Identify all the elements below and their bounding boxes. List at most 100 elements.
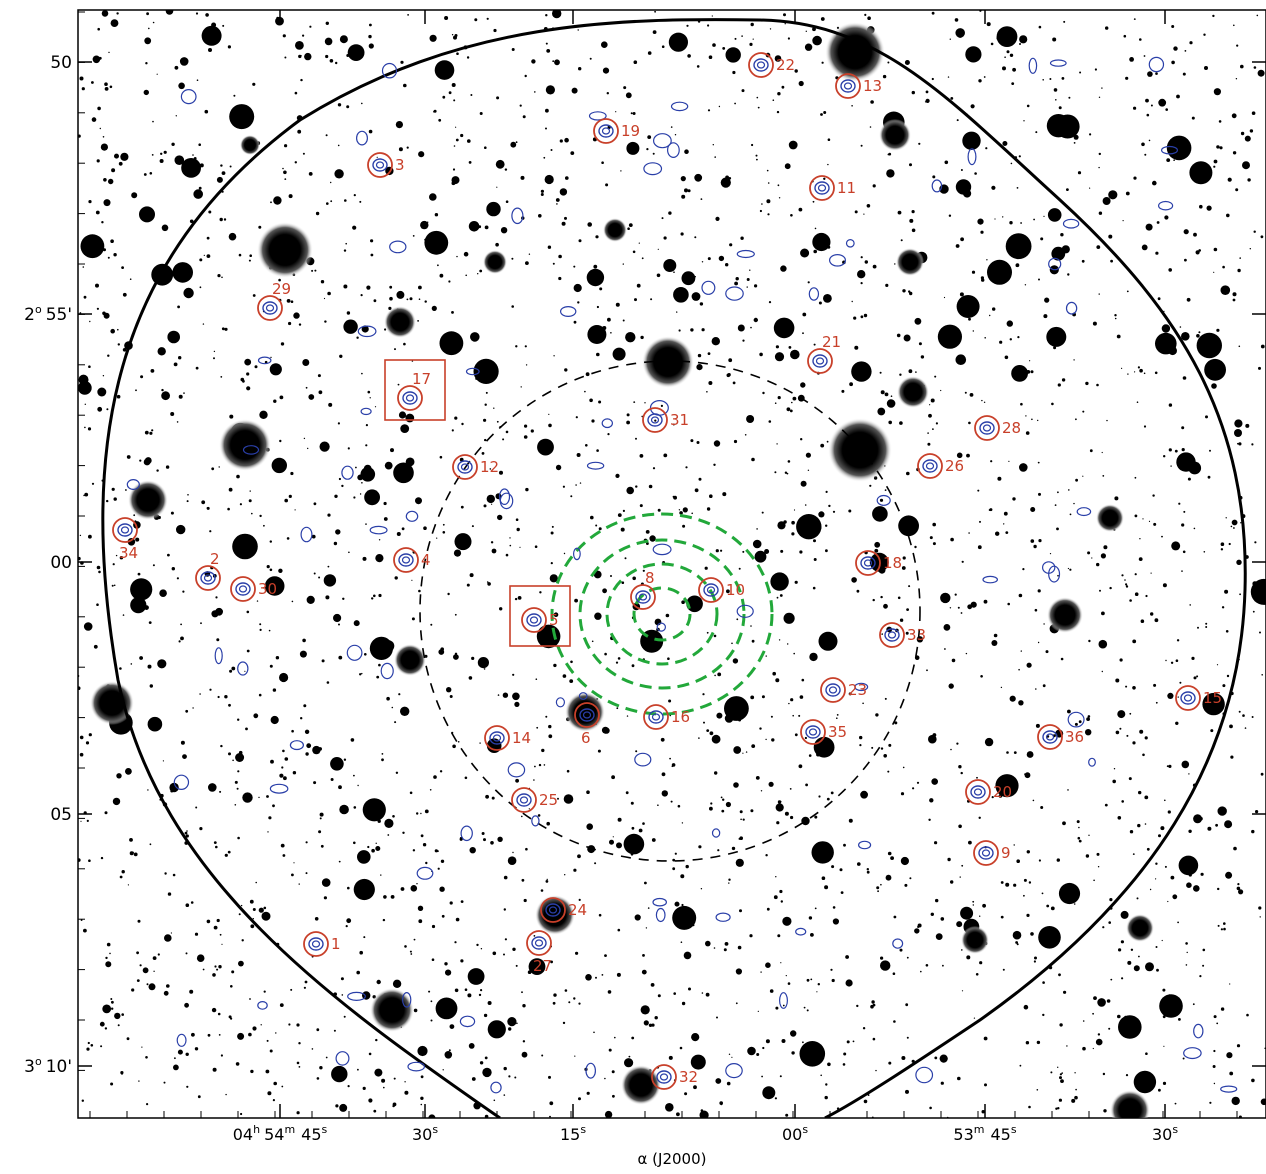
source-4[interactable]: 4 [393, 547, 431, 573]
star [112, 563, 115, 566]
source-label: 35 [828, 723, 847, 741]
star [256, 600, 259, 602]
star [339, 804, 349, 815]
star [620, 527, 625, 532]
source-17[interactable]: 17 [397, 370, 431, 411]
source-contour [398, 553, 414, 567]
star [199, 286, 202, 289]
source-14[interactable]: 14 [484, 725, 531, 751]
star [562, 674, 567, 678]
star [813, 558, 817, 561]
source-27[interactable]: 27 [526, 930, 552, 975]
medium-star [880, 960, 891, 971]
source-32[interactable]: 32 [651, 1064, 698, 1090]
source-11[interactable]: 11 [809, 175, 856, 201]
star [1154, 618, 1159, 623]
source-18[interactable]: 18 [855, 550, 902, 576]
source-21[interactable]: 21 [807, 333, 841, 374]
star [208, 210, 212, 214]
source-26[interactable]: 26 [917, 453, 964, 479]
star [467, 993, 472, 998]
star [628, 1055, 631, 1058]
star [715, 216, 720, 221]
source-9[interactable]: 9 [973, 840, 1011, 866]
star [284, 757, 289, 761]
star [139, 964, 142, 967]
star [433, 110, 435, 113]
source-34[interactable]: 34 [112, 517, 138, 562]
source-6[interactable]: 6 [574, 702, 600, 747]
star [698, 477, 702, 481]
source-24[interactable]: 24 [540, 897, 587, 923]
star [376, 979, 381, 985]
star [250, 924, 255, 929]
star [126, 1037, 130, 1041]
star [339, 1103, 348, 1112]
medium-star [242, 792, 253, 803]
source-10[interactable]: 10 [698, 577, 745, 603]
star [1258, 366, 1261, 370]
star [396, 290, 405, 299]
source-1[interactable]: 1 [303, 931, 341, 957]
source-20[interactable]: 20 [965, 779, 1012, 805]
source-23[interactable]: 23 [820, 677, 867, 703]
source-19[interactable]: 19 [593, 118, 640, 144]
source-2[interactable]: 2 [195, 550, 221, 591]
source-22[interactable]: 22 [748, 52, 795, 78]
star [95, 210, 100, 215]
source-contour-inner [401, 556, 411, 564]
star [709, 806, 713, 811]
medium-star [487, 1020, 506, 1039]
star [798, 714, 801, 717]
radio-contour [465, 367, 480, 376]
star [183, 392, 185, 394]
star [768, 420, 772, 423]
source-30[interactable]: 30 [230, 576, 277, 602]
star [564, 137, 569, 143]
source-3[interactable]: 3 [367, 152, 405, 178]
star [1050, 906, 1055, 911]
medium-star [1155, 332, 1177, 355]
star [413, 938, 416, 941]
star [586, 790, 590, 794]
star [981, 1110, 985, 1114]
source-circle [855, 550, 881, 576]
star [258, 693, 262, 697]
source-28[interactable]: 28 [974, 415, 1021, 441]
radio-contour [795, 927, 807, 936]
star [1225, 630, 1229, 633]
source-33[interactable]: 33 [879, 622, 926, 648]
star [1020, 650, 1022, 652]
source-29[interactable]: 29 [257, 280, 291, 321]
star [161, 224, 169, 232]
source-contour [516, 793, 532, 807]
star [1100, 553, 1106, 559]
source-8[interactable]: 8 [630, 569, 656, 610]
star [708, 381, 713, 385]
source-5[interactable]: 5 [521, 607, 559, 633]
star [691, 1033, 700, 1042]
medium-star [960, 906, 974, 920]
star [265, 1069, 270, 1074]
star [601, 161, 604, 164]
bright-star [897, 376, 929, 408]
source-35[interactable]: 35 [800, 719, 847, 745]
star [979, 520, 981, 523]
star [545, 880, 549, 883]
star [810, 978, 813, 981]
source-36[interactable]: 36 [1037, 724, 1084, 750]
source-15[interactable]: 15 [1175, 685, 1222, 711]
source-31[interactable]: 31 [642, 407, 689, 433]
star [460, 505, 464, 509]
source-25[interactable]: 25 [511, 787, 558, 813]
star [524, 424, 528, 428]
star [646, 542, 649, 545]
star [959, 876, 961, 878]
star [801, 678, 805, 682]
source-16[interactable]: 16 [643, 704, 690, 730]
source-contour [922, 459, 938, 473]
source-12[interactable]: 12 [452, 454, 499, 480]
star [428, 1114, 436, 1118]
star [813, 343, 816, 346]
source-13[interactable]: 13 [835, 73, 882, 99]
